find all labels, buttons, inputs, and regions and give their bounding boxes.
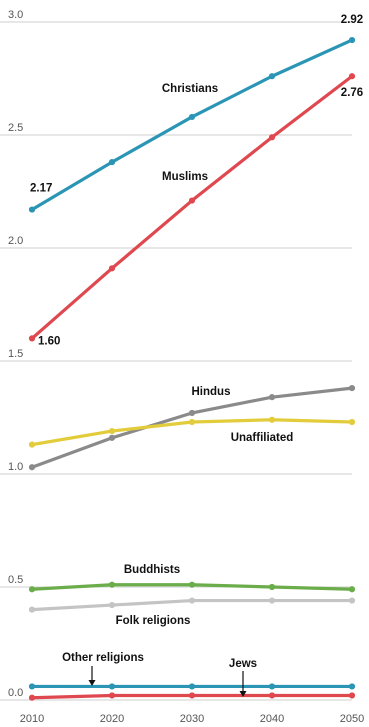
series-label-folk-religions: Folk religions xyxy=(116,615,191,627)
point-hindus-2020 xyxy=(108,434,116,441)
y-tick-label: 2.5 xyxy=(8,122,23,134)
series-label-hindus: Hindus xyxy=(192,386,231,398)
x-tick-label: 2050 xyxy=(340,713,364,725)
point-buddhists-2040 xyxy=(268,583,276,591)
value-label-muslims-2050: 2.76 xyxy=(341,87,363,99)
point-other-religions-2020 xyxy=(108,683,116,690)
point-buddhists-2030 xyxy=(188,581,196,588)
point-folk-religions-2050 xyxy=(348,597,356,604)
point-buddhists-2050 xyxy=(348,586,356,593)
point-jews-2050 xyxy=(348,692,356,699)
y-tick-label: 0.5 xyxy=(8,574,23,586)
y-tick-label: 3.0 xyxy=(8,9,23,21)
y-tick-label: 1.5 xyxy=(8,348,23,360)
x-axis-tick-labels: 2010 2020 2030 2040 2050 xyxy=(20,713,364,725)
point-jews-2030 xyxy=(188,692,196,699)
series-label-christians: Christians xyxy=(162,83,218,95)
jews-arrow-head xyxy=(239,691,247,697)
point-other-religions-2050 xyxy=(348,683,356,690)
point-folk-religions-2010 xyxy=(28,606,36,613)
point-jews-2020 xyxy=(108,692,116,699)
value-label-muslims-2010: 1.60 xyxy=(38,335,60,347)
y-tick-label: 0.0 xyxy=(8,687,23,699)
point-unaffiliated-2040 xyxy=(268,416,276,423)
point-buddhists-2020 xyxy=(108,581,116,588)
series-line-christians xyxy=(30,38,354,212)
series-markers xyxy=(28,36,356,701)
series-label-buddhists: Buddhists xyxy=(124,564,180,576)
value-label-christians-2010: 2.17 xyxy=(30,183,52,195)
point-muslims-2030 xyxy=(188,197,196,204)
series-label-muslims: Muslims xyxy=(162,171,208,183)
point-jews-2010 xyxy=(28,694,36,701)
point-folk-religions-2030 xyxy=(188,597,196,604)
point-christians-2020 xyxy=(108,159,116,166)
y-tick-label: 2.0 xyxy=(8,235,23,247)
point-other-religions-2010 xyxy=(28,683,36,690)
point-buddhists-2010 xyxy=(28,586,36,593)
point-hindus-2050 xyxy=(348,385,356,392)
point-muslims-2020 xyxy=(108,265,116,272)
point-christians-2030 xyxy=(188,113,196,121)
value-label-christians-2050: 2.92 xyxy=(341,14,363,26)
x-tick-label: 2040 xyxy=(260,713,284,725)
point-jews-2040 xyxy=(268,692,276,699)
series-label-unaffiliated: Unaffiliated xyxy=(231,432,294,444)
point-unaffiliated-2020 xyxy=(108,427,116,435)
series-labels: Christians Muslims Hindus Unaffiliated Buddh… xyxy=(62,83,293,670)
point-muslims-2010 xyxy=(28,335,36,342)
point-folk-religions-2040 xyxy=(268,597,276,604)
point-muslims-2050 xyxy=(348,73,356,80)
point-other-religions-2040 xyxy=(268,683,276,690)
point-unaffiliated-2030 xyxy=(188,418,196,426)
point-christians-2010 xyxy=(28,206,36,213)
point-other-religions-2030 xyxy=(188,683,196,690)
y-tick-label: 1.0 xyxy=(8,461,23,473)
point-christians-2050 xyxy=(348,36,356,44)
point-muslims-2040 xyxy=(268,134,276,141)
point-hindus-2040 xyxy=(268,394,276,401)
data-value-labels: 2.17 2.92 1.60 2.76 xyxy=(30,14,363,347)
series-line-hindus xyxy=(30,386,354,469)
other-religions-arrow-head xyxy=(88,680,96,686)
point-christians-2040 xyxy=(268,73,276,80)
gridlines xyxy=(0,21,352,701)
series-label-jews: Jews xyxy=(229,658,257,670)
point-unaffiliated-2010 xyxy=(28,441,36,448)
x-tick-label: 2010 xyxy=(20,713,44,725)
point-hindus-2030 xyxy=(188,409,196,417)
x-tick-label: 2030 xyxy=(180,713,204,725)
callout-arrows xyxy=(88,666,247,697)
point-unaffiliated-2050 xyxy=(348,418,356,426)
point-folk-religions-2020 xyxy=(108,601,116,609)
point-hindus-2010 xyxy=(28,464,36,471)
series-label-other-religions: Other religions xyxy=(62,652,144,664)
x-tick-label: 2020 xyxy=(100,713,124,725)
y-axis-tick-labels: 3.0 2.5 2.0 1.5 1.0 0.5 0.0 xyxy=(8,9,23,699)
